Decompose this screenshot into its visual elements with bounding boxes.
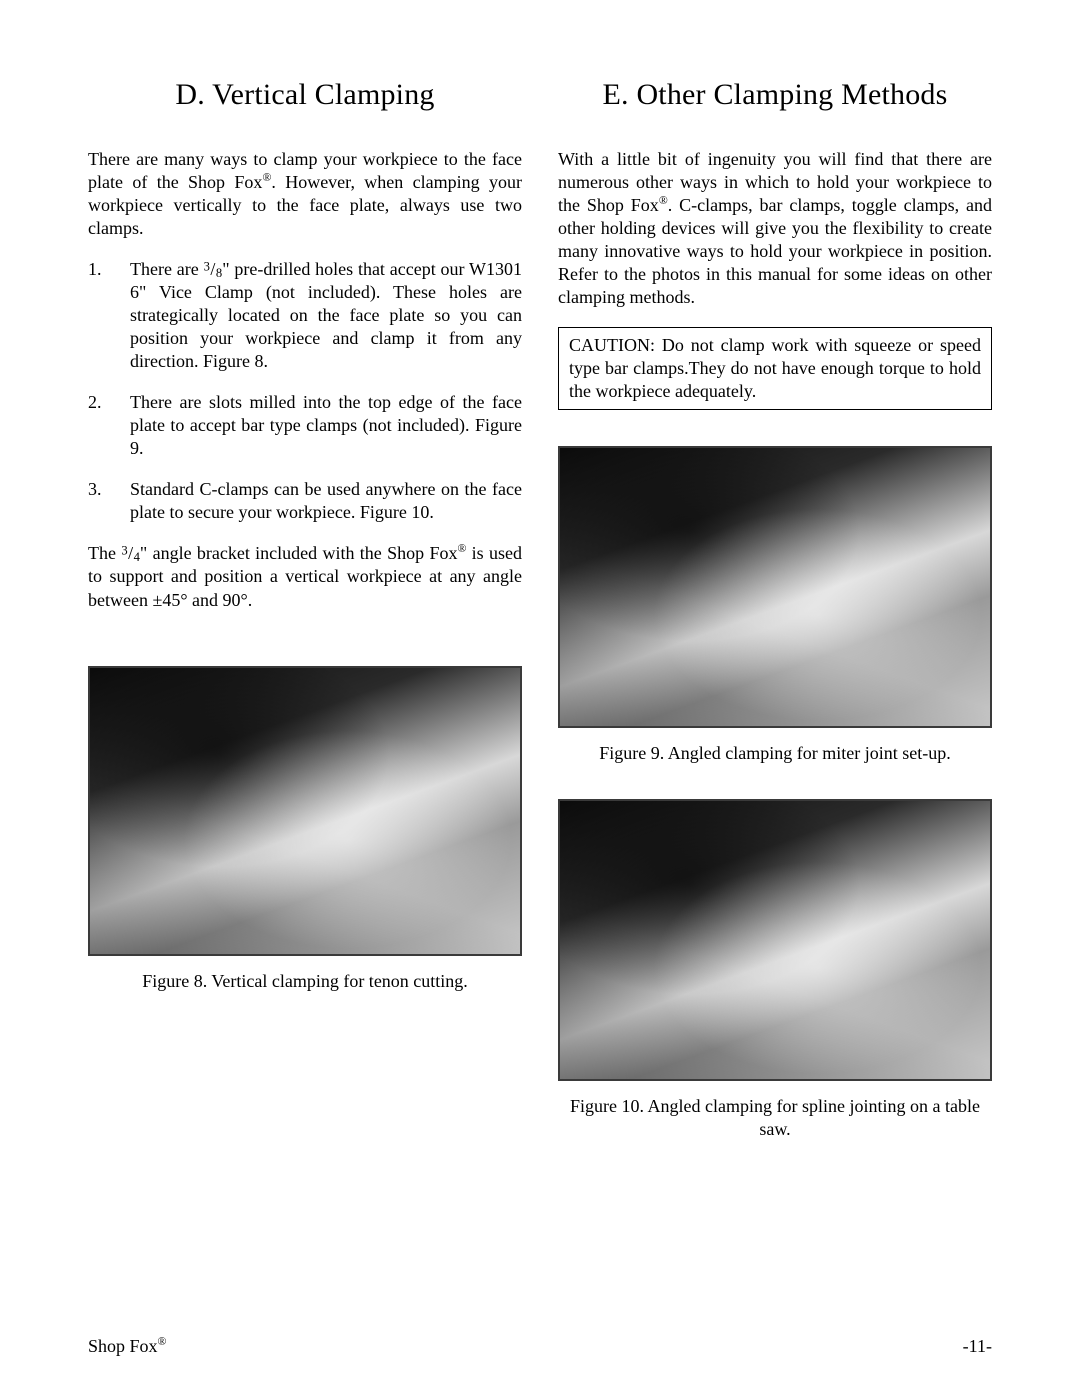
fraction-numerator: 3: [204, 260, 210, 274]
registered-mark: ®: [659, 194, 668, 207]
fraction: 3/4: [121, 543, 140, 563]
fraction-numerator: 3: [121, 544, 127, 558]
text: There are slots milled into the top edge…: [130, 392, 522, 458]
page-footer: Shop Fox® -11-: [88, 1336, 992, 1357]
text: Shop Fox: [88, 1336, 158, 1356]
text: There are: [130, 259, 204, 279]
list-number: 3.: [88, 478, 116, 501]
section-e-title: E. Other Clamping Methods: [558, 78, 992, 112]
caution-box: CAUTION: Do not clamp work with squeeze …: [558, 327, 992, 410]
section-d-list: 1. There are 3/8" pre-drilled holes that…: [88, 258, 522, 524]
section-d-title: D. Vertical Clamping: [88, 78, 522, 112]
figure-10-image: [558, 799, 992, 1081]
figure-8: Figure 8. Vertical clamping for tenon cu…: [88, 666, 522, 993]
figure-8-image: [88, 666, 522, 956]
registered-mark: ®: [262, 171, 271, 184]
list-item: 2. There are slots milled into the top e…: [88, 391, 522, 460]
figure-10-caption: Figure 10. Angled clamping for spline jo…: [558, 1095, 992, 1141]
figure-9: Figure 9. Angled clamping for miter join…: [558, 446, 992, 765]
list-item: 3. Standard C-clamps can be used anywher…: [88, 478, 522, 524]
text: The: [88, 543, 121, 563]
section-d-intro: There are many ways to clamp your workpi…: [88, 148, 522, 240]
two-column-layout: D. Vertical Clamping There are many ways…: [88, 78, 992, 1141]
list-number: 1.: [88, 258, 116, 281]
left-column: D. Vertical Clamping There are many ways…: [88, 78, 522, 1141]
figure-9-image: [558, 446, 992, 728]
figure-8-caption: Figure 8. Vertical clamping for tenon cu…: [88, 970, 522, 993]
figure-10: Figure 10. Angled clamping for spline jo…: [558, 799, 992, 1141]
footer-page-number: -11-: [963, 1336, 992, 1357]
figure-9-caption: Figure 9. Angled clamping for miter join…: [558, 742, 992, 765]
right-column: E. Other Clamping Methods With a little …: [558, 78, 992, 1141]
section-d-closing: The 3/4" angle bracket included with the…: [88, 542, 522, 611]
registered-mark: ®: [158, 1335, 167, 1348]
fraction: 3/8: [204, 259, 223, 279]
section-e-intro: With a little bit of ingenuity you will …: [558, 148, 992, 309]
list-item: 1. There are 3/8" pre-drilled holes that…: [88, 258, 522, 373]
footer-left: Shop Fox®: [88, 1336, 166, 1357]
text: " angle bracket included with the Shop F…: [140, 543, 458, 563]
text: Standard C-clamps can be used anywhere o…: [130, 479, 522, 522]
list-number: 2.: [88, 391, 116, 414]
page: D. Vertical Clamping There are many ways…: [0, 0, 1080, 1397]
